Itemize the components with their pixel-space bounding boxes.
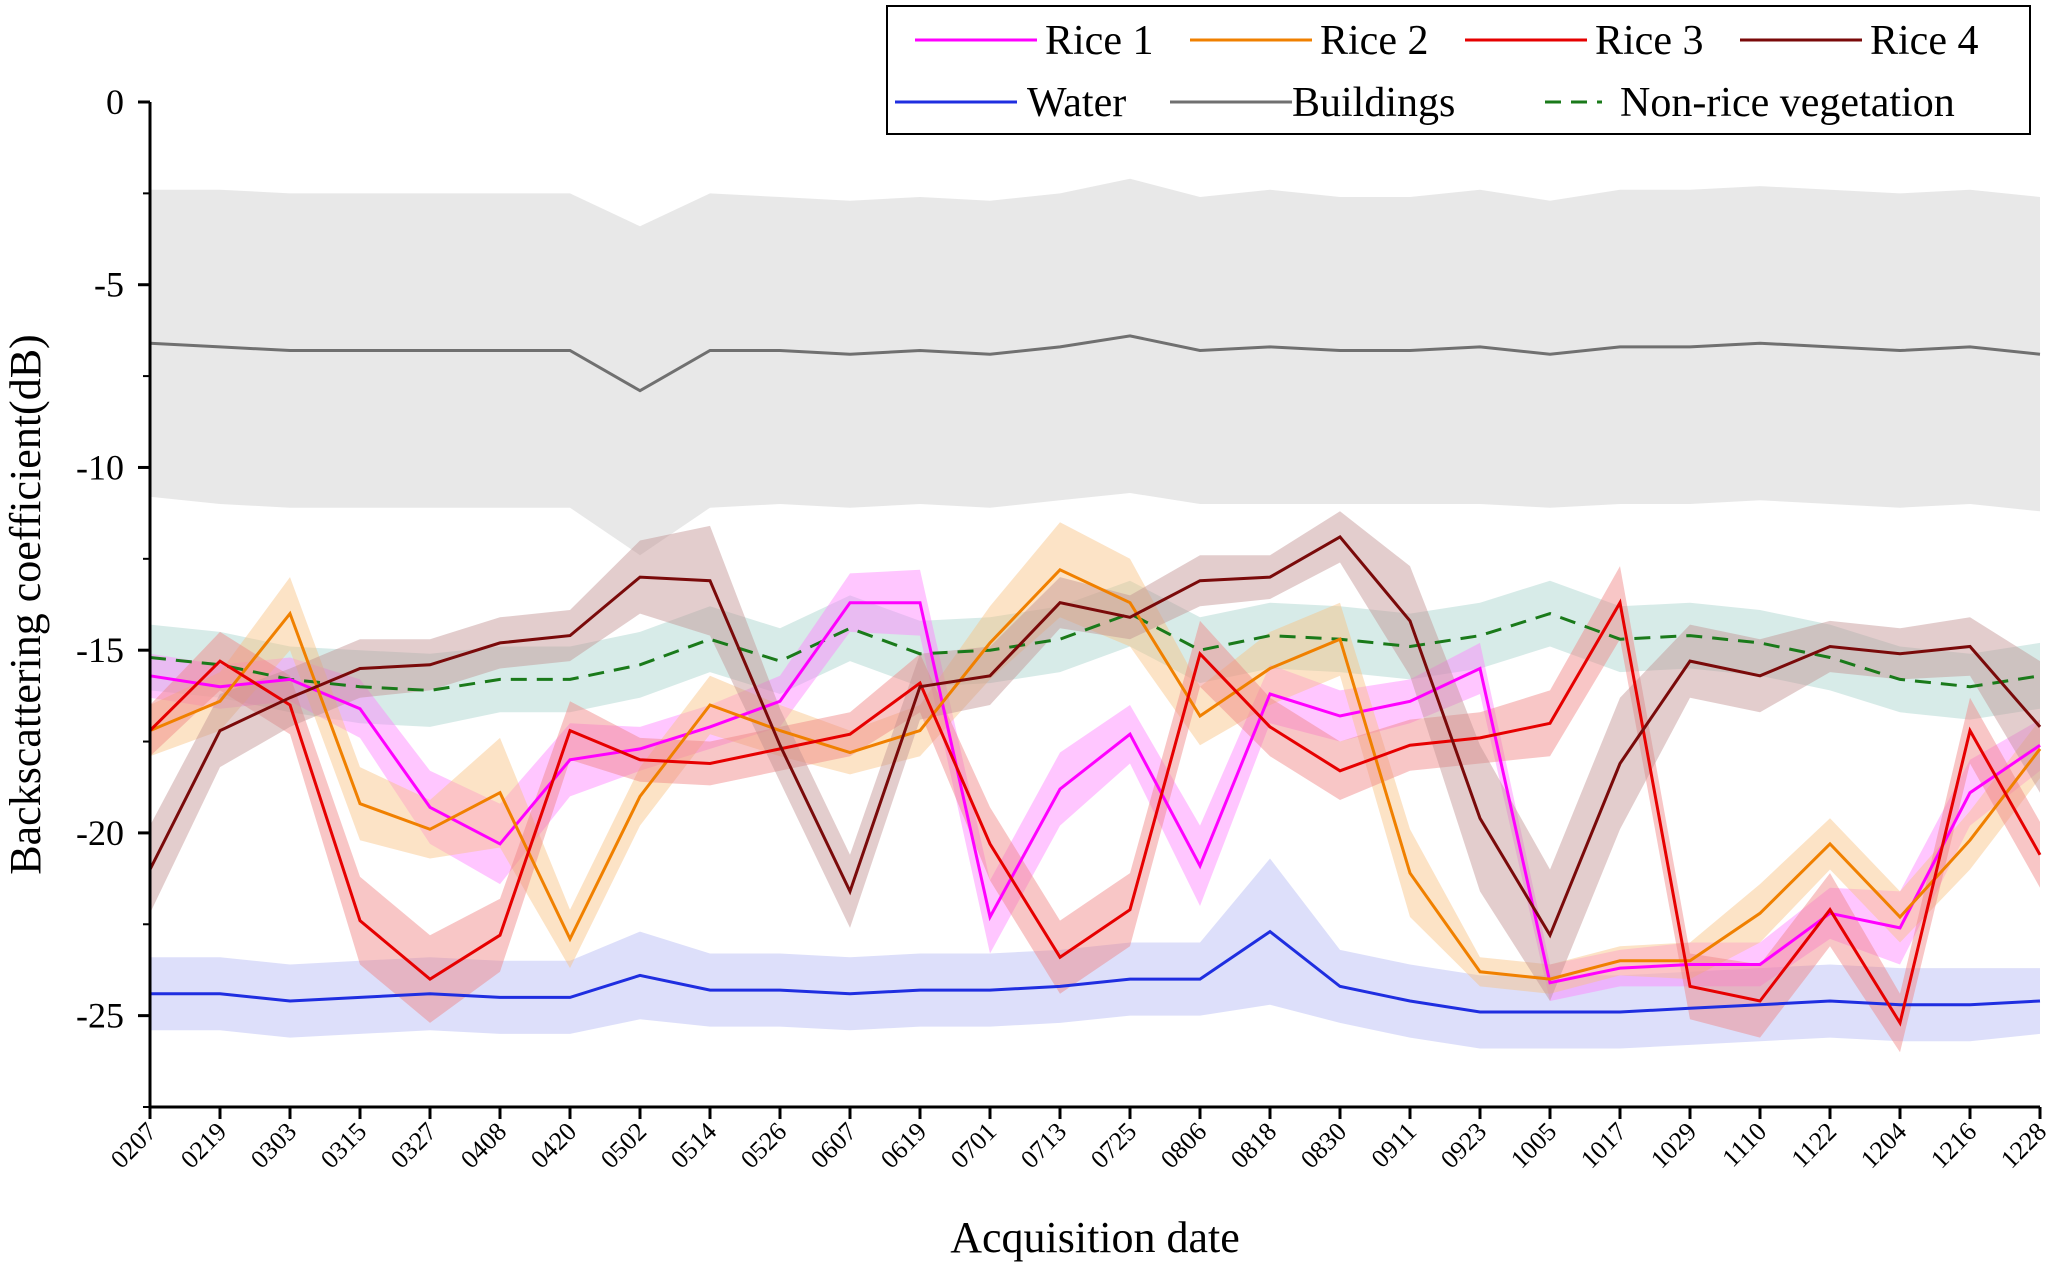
y-axis-title: Backscattering coefficient(dB) bbox=[1, 334, 50, 874]
x-tick-label: 1228 bbox=[1995, 1117, 2052, 1174]
band-water bbox=[150, 858, 2040, 1049]
x-tick-label: 1017 bbox=[1575, 1117, 1632, 1174]
legend-box bbox=[886, 5, 2031, 135]
line-water bbox=[150, 929, 2041, 1014]
y-tick-label: -20 bbox=[76, 813, 124, 853]
x-tick-label: 0923 bbox=[1435, 1117, 1492, 1174]
band-non-rice-vegetation bbox=[150, 580, 2040, 727]
x-tick-label: 0327 bbox=[385, 1117, 442, 1174]
band-buildings bbox=[150, 178, 2040, 556]
band-rice-4 bbox=[150, 511, 2040, 1001]
x-tick-label: 0911 bbox=[1366, 1117, 1423, 1174]
y-tick-label: -15 bbox=[76, 630, 124, 670]
y-tick-label: 0 bbox=[106, 82, 124, 122]
x-tick-label: 1005 bbox=[1505, 1117, 1562, 1174]
y-tick-label: -25 bbox=[76, 996, 124, 1036]
band-rice-1 bbox=[150, 569, 2040, 1001]
uncertainty-bands bbox=[150, 178, 2040, 1053]
y-axis-ticks: 0 -5 -10 -15 -20 -25 bbox=[76, 82, 150, 1108]
line-rice-4 bbox=[148, 534, 2042, 939]
x-tick-label: 0830 bbox=[1295, 1117, 1352, 1174]
x-axis-title: Acquisition date bbox=[950, 1213, 1240, 1262]
line-rice-2 bbox=[149, 567, 2042, 981]
x-tick-label: 0701 bbox=[945, 1117, 1002, 1174]
band-rice-3 bbox=[150, 566, 2040, 1053]
line-rice-3 bbox=[148, 598, 2042, 1027]
x-tick-label: 1204 bbox=[1855, 1117, 1912, 1174]
x-tick-label: 1110 bbox=[1716, 1117, 1772, 1173]
x-tick-label: 1216 bbox=[1925, 1117, 1982, 1174]
x-tick-label: 0725 bbox=[1085, 1117, 1142, 1174]
x-tick-label: 0619 bbox=[875, 1117, 932, 1174]
x-tick-label: 0502 bbox=[595, 1117, 652, 1174]
x-tick-label: 0818 bbox=[1225, 1117, 1282, 1174]
legend-label-water: Water bbox=[1027, 80, 1126, 126]
x-tick-label: 0420 bbox=[525, 1117, 582, 1174]
y-tick-label: -5 bbox=[94, 265, 124, 305]
series-lines bbox=[148, 334, 2042, 1027]
x-tick-label: 0207 bbox=[105, 1117, 162, 1174]
x-tick-label: 1029 bbox=[1645, 1117, 1702, 1174]
x-tick-label: 0806 bbox=[1155, 1117, 1212, 1174]
legend-label-rice-4: Rice 4 bbox=[1870, 18, 1978, 64]
line-rice-1 bbox=[149, 601, 2041, 985]
x-tick-label: 0713 bbox=[1015, 1117, 1072, 1174]
x-tick-label: 0219 bbox=[175, 1117, 232, 1174]
x-tick-label: 0607 bbox=[805, 1117, 862, 1174]
y-tick-label: -10 bbox=[76, 447, 124, 487]
x-tick-label: 0514 bbox=[665, 1117, 722, 1174]
x-axis-ticks: 0207 0219 0303 0315 0327 0408 0420 0502 0514 0526… bbox=[105, 1107, 2052, 1174]
x-tick-label: 0315 bbox=[315, 1117, 372, 1174]
x-tick-label: 0526 bbox=[735, 1117, 792, 1174]
x-tick-label: 0303 bbox=[245, 1117, 302, 1174]
band-rice-2 bbox=[150, 522, 2040, 994]
legend-label-rice-1: Rice 1 bbox=[1045, 18, 1153, 64]
x-tick-label: 1122 bbox=[1786, 1117, 1843, 1174]
legend-label-buildings: Buildings bbox=[1292, 80, 1455, 126]
x-tick-label: 0408 bbox=[455, 1117, 512, 1174]
legend-label-non-rice-vegetation: Non-rice vegetation bbox=[1620, 80, 1955, 126]
legend-label-rice-2: Rice 2 bbox=[1320, 18, 1428, 64]
line-buildings bbox=[149, 334, 2041, 393]
legend: Rice 1 Rice 2 Rice 3 Rice 4 Water Buildings No… bbox=[886, 5, 2031, 135]
legend-label-rice-3: Rice 3 bbox=[1595, 18, 1703, 64]
line-non-rice-vegetation bbox=[149, 611, 2041, 692]
